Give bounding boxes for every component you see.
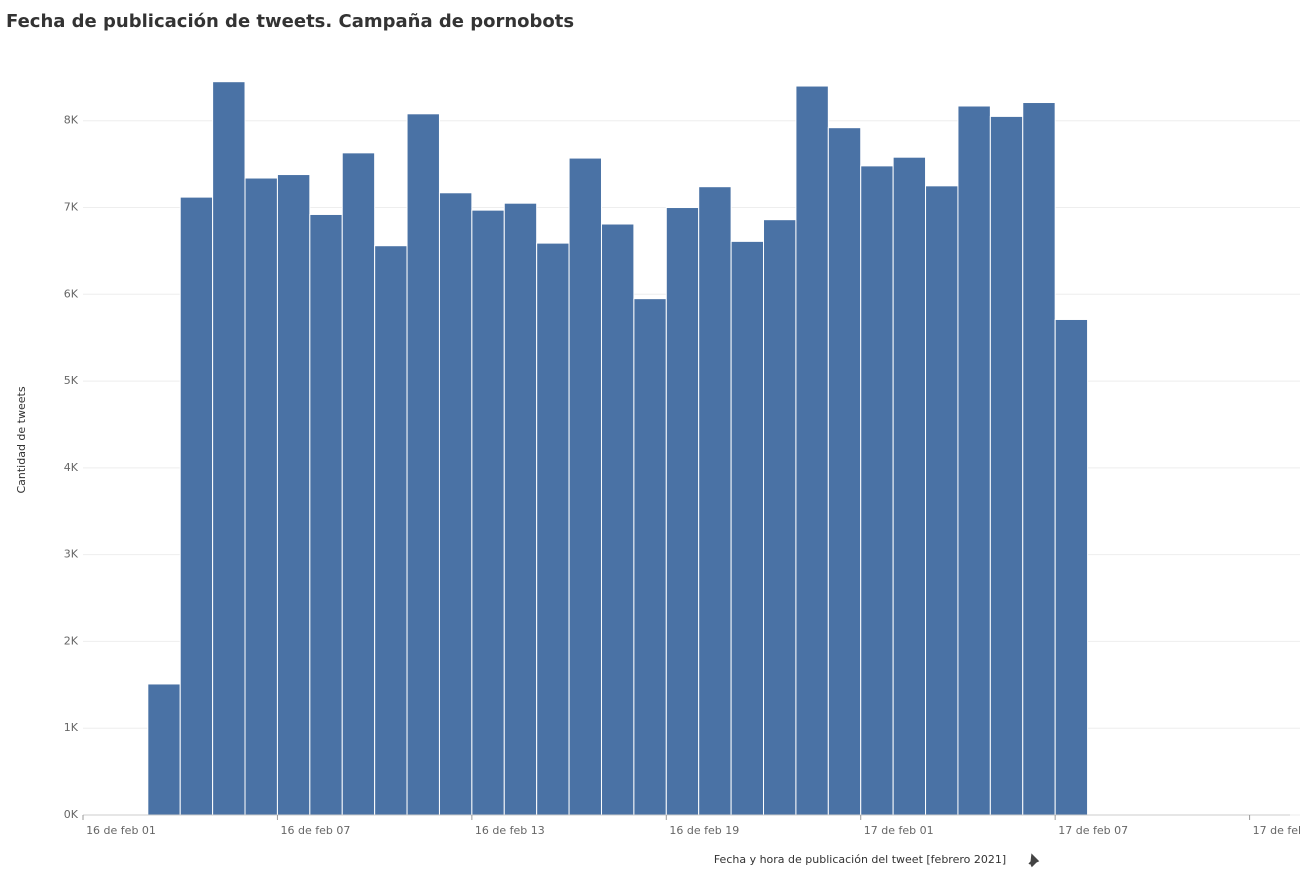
bar bbox=[341, 152, 376, 816]
x-tick-label: 16 de feb 07 bbox=[281, 824, 351, 837]
y-tick-label: 4K bbox=[64, 461, 79, 474]
bar bbox=[471, 209, 505, 816]
bar bbox=[730, 240, 765, 816]
y-tick-label: 3K bbox=[64, 548, 79, 561]
x-tick-label: 16 de feb 19 bbox=[669, 824, 739, 837]
bar bbox=[309, 213, 343, 816]
bar bbox=[633, 298, 667, 816]
bar bbox=[763, 219, 797, 816]
x-tick-label: 17 de feb 13 bbox=[1253, 824, 1300, 837]
bar bbox=[892, 156, 927, 816]
chart-title: Fecha de publicación de tweets. Campaña … bbox=[6, 11, 574, 32]
bar bbox=[244, 177, 278, 816]
bar bbox=[1022, 102, 1056, 816]
bar bbox=[795, 85, 829, 816]
bar bbox=[600, 223, 635, 816]
x-axis-title: Fecha y hora de publicación del tweet [f… bbox=[714, 853, 1006, 866]
y-tick-label: 0K bbox=[64, 808, 79, 821]
bar bbox=[212, 81, 246, 816]
bar bbox=[1054, 318, 1089, 816]
bar bbox=[374, 245, 408, 816]
bar bbox=[989, 115, 1024, 816]
bar bbox=[503, 202, 538, 816]
bar bbox=[438, 192, 473, 816]
x-tick-label: 16 de feb 13 bbox=[475, 824, 545, 837]
bar bbox=[925, 185, 959, 816]
bar bbox=[179, 196, 214, 816]
x-tick-label: 17 de feb 01 bbox=[864, 824, 934, 837]
pin-icon[interactable] bbox=[1028, 853, 1040, 868]
bar bbox=[860, 165, 894, 816]
y-tick-label: 1K bbox=[64, 721, 79, 734]
x-tick-label: 16 de feb 01 bbox=[86, 824, 156, 837]
bar bbox=[406, 113, 440, 816]
y-tick-label: 5K bbox=[64, 374, 79, 387]
bar bbox=[147, 683, 181, 816]
bar bbox=[276, 174, 311, 816]
bar bbox=[698, 186, 732, 816]
bar bbox=[827, 127, 862, 816]
x-tick-label: 17 de feb 07 bbox=[1058, 824, 1128, 837]
bar bbox=[957, 105, 991, 816]
y-axis-title: Cantidad de tweets bbox=[15, 386, 28, 493]
bar bbox=[568, 157, 602, 816]
bar bbox=[536, 242, 570, 816]
bar bbox=[665, 207, 700, 816]
y-tick-label: 7K bbox=[64, 201, 79, 214]
y-tick-label: 2K bbox=[64, 634, 79, 647]
y-tick-label: 6K bbox=[64, 287, 79, 300]
y-tick-label: 8K bbox=[64, 114, 79, 127]
